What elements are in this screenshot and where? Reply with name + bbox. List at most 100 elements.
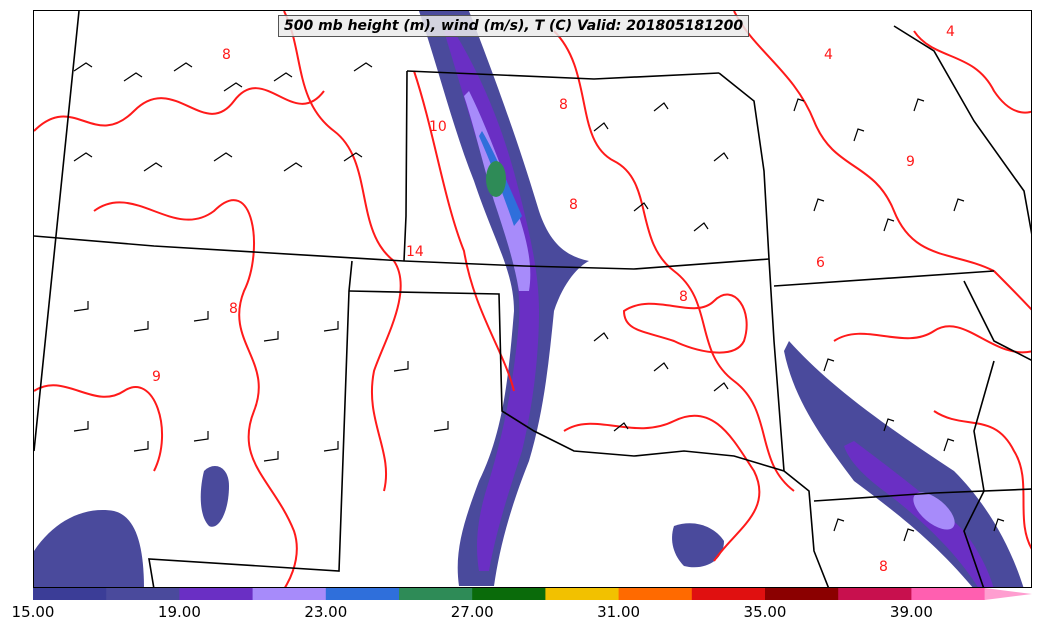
colorbar-tick-label: 15.00: [11, 603, 55, 621]
colorbar-segment: [545, 588, 620, 600]
colorbar-segment: [325, 588, 400, 600]
barb: [883, 418, 895, 432]
colorbar-tick-label: 35.00: [743, 603, 787, 621]
barb: [593, 122, 609, 132]
contour-line-6: [733, 11, 1031, 311]
barb: [653, 362, 669, 372]
colorbar-segment: [399, 588, 473, 600]
barb: [693, 222, 709, 232]
barb: [813, 198, 825, 212]
barb: [73, 301, 89, 312]
barb: [713, 382, 729, 392]
contour-label: 14: [406, 244, 424, 260]
colorbar-segment: [472, 588, 546, 600]
colorbar-tick-label: 23.00: [304, 603, 348, 621]
map-title: 500 mb height (m), wind (m/s), T (C) Val…: [278, 15, 750, 37]
wind-shade-sw-small: [200, 466, 229, 527]
border-ns-1: [403, 70, 408, 262]
contour-line-4: [413, 70, 515, 392]
border-sw: [148, 260, 353, 587]
colorbar-extend-triangle: [984, 588, 1032, 600]
wind-shade-mid: [444, 31, 539, 571]
wind-shade-max: [486, 161, 506, 197]
barb: [613, 422, 629, 432]
colorbar: [33, 588, 1032, 600]
contour-label: 8: [569, 197, 578, 213]
barb: [653, 102, 669, 112]
colorbar-segment: [252, 588, 327, 600]
map-panel: 8 10 14 8 8 8 9 8 4 4 6 9 8: [33, 10, 1032, 588]
border-east-4: [813, 488, 1031, 502]
border-e-river: [963, 280, 1031, 361]
wind-barbs: [73, 62, 1005, 542]
colorbar-segment: [179, 588, 254, 600]
contour-label: 9: [906, 154, 915, 170]
barb: [433, 421, 449, 432]
barb: [883, 218, 895, 232]
barb: [393, 361, 409, 372]
barb: [213, 152, 233, 162]
wind-shade-se-mid: [844, 441, 994, 587]
wind-speed-shading: [34, 11, 1024, 587]
contour-label: 6: [816, 255, 825, 271]
contour-closed-1: [622, 293, 748, 354]
state-borders: [34, 11, 1031, 587]
border-river-se: [963, 360, 995, 587]
barb: [793, 98, 805, 112]
contour-line-7: [563, 414, 761, 562]
map-canvas: 8 10 14 8 8 8 9 8 4 4 6 9 8: [34, 11, 1031, 587]
contour-label: 10: [429, 119, 447, 135]
colorbar-tick-label: 19.00: [157, 603, 201, 621]
wind-shade-s: [672, 523, 724, 568]
barb: [143, 162, 163, 172]
colorbar-tick-label: 39.00: [889, 603, 933, 621]
contour-labels: 8 10 14 8 8 8 9 8 4 4 6 9 8: [152, 24, 955, 575]
border-east-3: [773, 270, 995, 287]
barb: [903, 528, 915, 542]
barb: [223, 82, 243, 92]
contour-label: 8: [222, 47, 231, 63]
border-ne: [893, 25, 1031, 235]
barb: [993, 518, 1005, 532]
contour-label: 4: [946, 24, 955, 40]
barb: [323, 321, 339, 332]
barb: [323, 441, 339, 452]
colorbar-segment: [106, 588, 180, 600]
barb: [593, 332, 609, 342]
border-east-1: [768, 258, 785, 472]
barb: [73, 421, 89, 432]
colorbar-tick-label: 27.00: [450, 603, 494, 621]
barb: [193, 311, 209, 322]
wind-shade-se-inner: [913, 492, 955, 530]
contour-label: 8: [559, 97, 568, 113]
colorbar-segment: [838, 588, 912, 600]
colorbar-segment: [618, 588, 693, 600]
barb: [193, 431, 209, 442]
barb: [713, 152, 729, 162]
border-west: [34, 11, 80, 452]
border-south: [348, 290, 830, 587]
contour-line-1: [34, 87, 325, 132]
border-north: [406, 70, 720, 80]
barb: [353, 62, 373, 72]
barb: [833, 518, 845, 532]
wind-shade-sw: [34, 510, 144, 587]
contour-label: 8: [229, 301, 238, 317]
barb: [133, 441, 149, 452]
contour-line-11: [933, 410, 1031, 550]
barb: [173, 62, 193, 72]
barb: [343, 152, 363, 162]
barb: [953, 198, 965, 212]
barb: [123, 72, 143, 82]
contour-label: 8: [679, 289, 688, 305]
contour-label: 4: [824, 47, 833, 63]
barb: [73, 62, 93, 72]
barb: [823, 358, 835, 372]
barb: [263, 451, 279, 462]
contour-label: 9: [152, 369, 161, 385]
barb: [283, 162, 303, 172]
barb: [633, 202, 649, 212]
barb: [853, 128, 865, 142]
contour-line-9: [34, 384, 163, 472]
barb: [263, 331, 279, 342]
